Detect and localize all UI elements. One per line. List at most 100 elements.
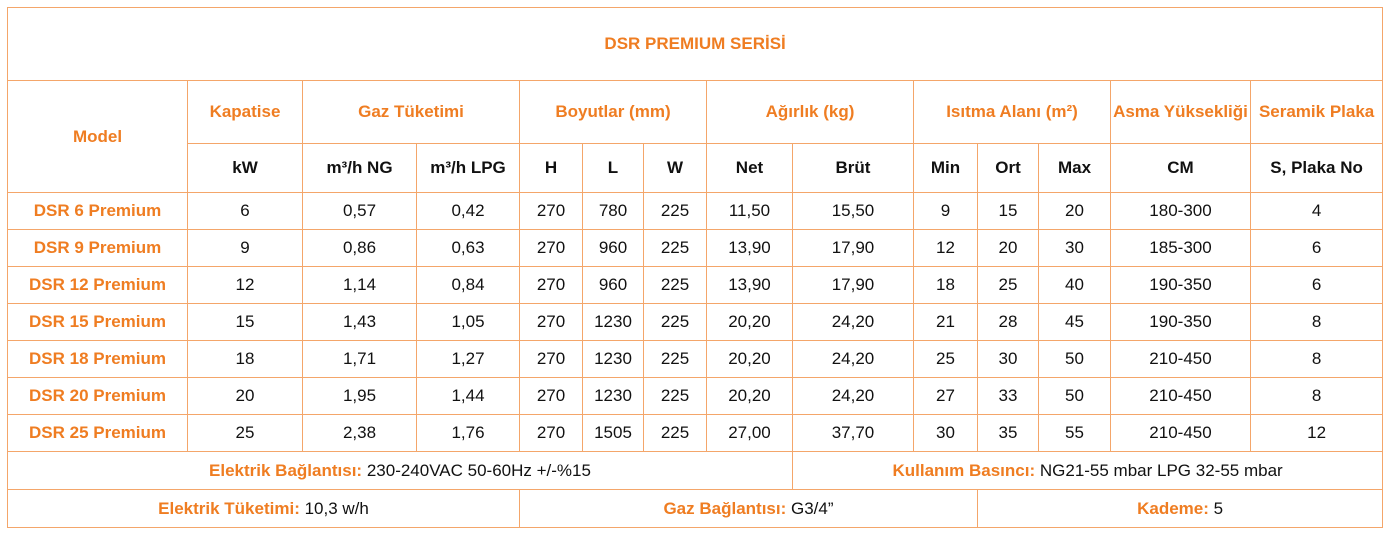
cell: 50 xyxy=(1038,377,1111,415)
cell: 270 xyxy=(519,229,583,267)
cell: 17,90 xyxy=(792,229,914,267)
sub-header-row: kW m³/h NG m³/h LPG H L W Net Brüt Min Ort Max CM S,… xyxy=(8,143,1384,193)
cell: 12 xyxy=(1249,414,1384,452)
cell: 25 xyxy=(187,414,303,452)
group-header: Ağırlık (kg) xyxy=(706,80,914,144)
cell: 20 xyxy=(1038,192,1111,230)
footer-row: Elektrik Tüketimi: 10,3 w/h Gaz Bağlantıs… xyxy=(7,489,1384,528)
footer-label: Kullanım Basıncı: xyxy=(892,460,1036,480)
cell: 30 xyxy=(977,340,1039,378)
footer-label: Elektrik Tüketimi: xyxy=(158,498,300,518)
cell: 13,90 xyxy=(706,229,793,267)
cell: 18 xyxy=(913,266,978,304)
sub-header: W xyxy=(643,143,707,193)
cell: 6 xyxy=(1249,229,1384,267)
cell: 270 xyxy=(519,340,583,378)
cell: 270 xyxy=(519,414,583,452)
cell: 11,50 xyxy=(706,192,793,230)
cell: 185-300 xyxy=(1110,229,1251,267)
footer-label: Kademe: xyxy=(1137,498,1209,518)
cell: 6 xyxy=(1249,266,1384,304)
cell: 180-300 xyxy=(1110,192,1251,230)
footer-row: Elektrik Bağlantısı: 230-240VAC 50-60Hz … xyxy=(7,451,1384,490)
group-header: Kapatise xyxy=(187,80,303,144)
data-row: DSR 15 Premium 15 1,43 1,05 270 1230 225 20,20 2… xyxy=(7,303,1384,341)
footer-value: 230-240VAC 50-60Hz +/-%15 xyxy=(366,460,591,480)
footer-label: Gaz Bağlantısı: xyxy=(663,498,787,518)
cell: 30 xyxy=(913,414,978,452)
cell: 1,27 xyxy=(416,340,520,378)
cell: 270 xyxy=(519,192,583,230)
cell: 0,84 xyxy=(416,266,520,304)
cell: 8 xyxy=(1249,303,1384,341)
cell: 0,86 xyxy=(302,229,417,267)
group-header: Gaz Tüketimi xyxy=(302,80,520,144)
cell: 37,70 xyxy=(792,414,914,452)
sub-header: m³/h LPG xyxy=(416,143,520,193)
cell: 270 xyxy=(519,266,583,304)
cell: 0,63 xyxy=(416,229,520,267)
group-header: Seramik Plaka xyxy=(1249,80,1384,144)
data-row: DSR 25 Premium 25 2,38 1,76 270 1505 225 27,00 3… xyxy=(7,414,1384,452)
model-name: DSR 25 Premium xyxy=(7,414,188,452)
cell: 9 xyxy=(187,229,303,267)
cell: 20,20 xyxy=(706,303,793,341)
cell: 1230 xyxy=(582,303,644,341)
sub-header: m³/h NG xyxy=(302,143,417,193)
cell: 1,05 xyxy=(416,303,520,341)
footer-cell: Gaz Bağlantısı: G3/4” xyxy=(519,489,978,528)
cell: 12 xyxy=(187,266,303,304)
cell: 270 xyxy=(519,377,583,415)
data-row: DSR 20 Premium 20 1,95 1,44 270 1230 225 20,20 2… xyxy=(7,377,1384,415)
cell: 17,90 xyxy=(792,266,914,304)
cell: 20,20 xyxy=(706,340,793,378)
cell: 27 xyxy=(913,377,978,415)
cell: 28 xyxy=(977,303,1039,341)
data-row: DSR 9 Premium 9 0,86 0,63 270 960 225 13,90 17,9… xyxy=(7,229,1384,267)
footer-value: 10,3 w/h xyxy=(304,498,369,518)
sub-header: H xyxy=(519,143,583,193)
cell: 24,20 xyxy=(792,303,914,341)
cell: 225 xyxy=(643,303,707,341)
group-header: Model xyxy=(7,80,188,193)
data-row: DSR 18 Premium 18 1,71 1,27 270 1230 225 20,20 2… xyxy=(7,340,1384,378)
cell: 2,38 xyxy=(302,414,417,452)
sub-header: Ort xyxy=(977,143,1039,193)
cell: 1,14 xyxy=(302,266,417,304)
cell: 27,00 xyxy=(706,414,793,452)
cell: 225 xyxy=(643,192,707,230)
cell: 15 xyxy=(187,303,303,341)
cell: 1505 xyxy=(582,414,644,452)
cell: 210-450 xyxy=(1110,377,1251,415)
spec-table: DSR PREMIUM SERİSİ Model Kapatise Gaz Tüke… xyxy=(6,7,1384,528)
cell: 20 xyxy=(977,229,1039,267)
cell: 12 xyxy=(913,229,978,267)
cell: 1,95 xyxy=(302,377,417,415)
cell: 50 xyxy=(1038,340,1111,378)
model-name: DSR 18 Premium xyxy=(7,340,188,378)
sub-header: CM xyxy=(1110,143,1251,193)
group-header: Asma Yüksekliği xyxy=(1110,80,1251,144)
sub-header: Min xyxy=(913,143,978,193)
cell: 20,20 xyxy=(706,377,793,415)
cell: 40 xyxy=(1038,266,1111,304)
cell: 8 xyxy=(1249,340,1384,378)
cell: 960 xyxy=(582,266,644,304)
cell: 35 xyxy=(977,414,1039,452)
model-name: DSR 6 Premium xyxy=(7,192,188,230)
cell: 225 xyxy=(643,414,707,452)
cell: 55 xyxy=(1038,414,1111,452)
model-name: DSR 15 Premium xyxy=(7,303,188,341)
cell: 0,57 xyxy=(302,192,417,230)
cell: 33 xyxy=(977,377,1039,415)
cell: 190-350 xyxy=(1110,266,1251,304)
sub-header: kW xyxy=(187,143,303,193)
cell: 20 xyxy=(187,377,303,415)
footer-value: NG21-55 mbar LPG 32-55 mbar xyxy=(1039,460,1283,480)
cell: 190-350 xyxy=(1110,303,1251,341)
title-row: DSR PREMIUM SERİSİ xyxy=(6,7,1384,81)
cell: 780 xyxy=(582,192,644,230)
cell: 960 xyxy=(582,229,644,267)
group-header: Isıtma Alanı (m²) xyxy=(913,80,1111,144)
model-name: DSR 9 Premium xyxy=(7,229,188,267)
